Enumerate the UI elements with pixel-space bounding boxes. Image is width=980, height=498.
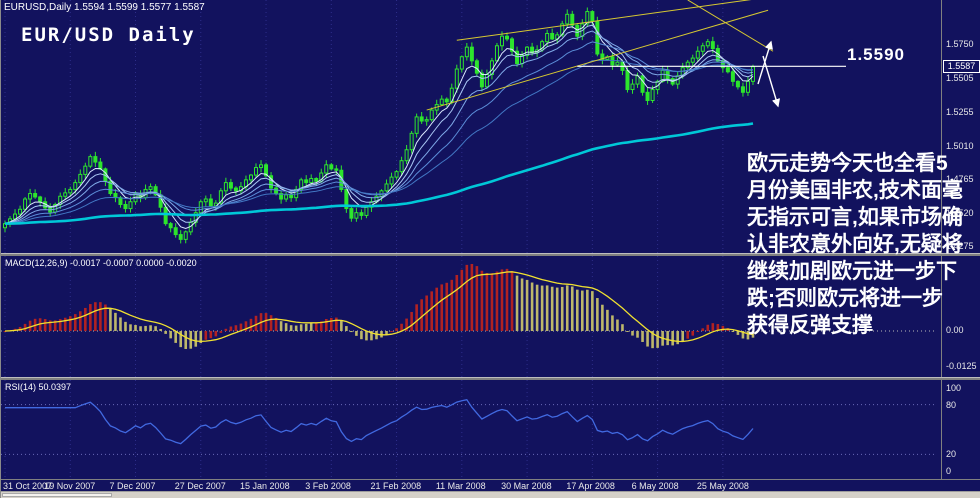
macd-panel[interactable]: MACD(12,26,9) -0.0017 -0.0007 0.0000 -0.…: [1, 256, 941, 377]
panel-separator[interactable]: [1, 253, 980, 256]
ema-ribbon-line: [4, 30, 754, 225]
symbol-quote-line: EURUSD,Daily 1.5594 1.5599 1.5577 1.5587: [4, 2, 205, 13]
trendline[interactable]: [426, 9, 769, 111]
slow-ma-line: [5, 122, 754, 225]
rsi-line: [5, 398, 754, 445]
price-scale-label: 1.4520: [946, 207, 974, 218]
horizontal-scrollbar[interactable]: [1, 491, 980, 498]
time-axis-label: 19 Nov 2007: [44, 481, 96, 491]
time-axis-label: 31 Oct 2007: [3, 481, 53, 491]
time-axis-label: 25 May 2008: [696, 481, 749, 491]
price-scale[interactable]: 1.5750 1.5505 1.5255 1.5010 1.4765 1.4520 1.42…: [941, 0, 980, 491]
rsi-scale-label: 80: [946, 399, 957, 410]
macd-histogram: [3, 264, 755, 349]
time-axis-label: 17 Apr 2008: [566, 481, 615, 491]
panel-separator[interactable]: [1, 377, 980, 380]
macd-indicator-label: MACD(12,26,9) -0.0017 -0.0007 0.0000 -0.…: [5, 258, 197, 268]
macd-signal-line: [4, 271, 754, 343]
time-axis-label: 11 Mar 2008: [435, 481, 486, 491]
macd-canvas[interactable]: [1, 256, 941, 377]
price-scale-label: 1.5010: [946, 140, 974, 151]
price-scale-label: 1.5750: [946, 39, 974, 50]
rsi-indicator-label: RSI(14) 50.0397: [5, 382, 72, 392]
time-axis-label: 6 May 2008: [631, 481, 679, 491]
candles: [3, 7, 755, 244]
trendline[interactable]: [687, 0, 774, 52]
down-arrow-icon[interactable]: [762, 55, 781, 108]
hline-price-label: 1.5590: [847, 45, 905, 64]
current-price-tag: 1.5587: [943, 59, 980, 73]
time-axis-label: 7 Dec 2007: [109, 481, 156, 491]
macd-scale-label: -0.0125: [946, 361, 977, 372]
rsi-scale-label: 0: [946, 466, 952, 476]
time-axis-label: 27 Dec 2007: [174, 481, 226, 491]
time-axis[interactable]: 31 Oct 2007 19 Nov 2007 7 Dec 2007 27 Dec 2…: [1, 479, 980, 491]
ema-ribbon-line: [4, 59, 754, 225]
scrollbar-thumb[interactable]: [2, 493, 112, 497]
rsi-scale-label: 100: [946, 383, 962, 393]
analysis-note: 欧元走势今天也全看5月份美国非农,技术面毫无指示可言,如果市场确认非农意外向好,…: [747, 152, 963, 337]
time-axis-label: 30 Mar 2008: [501, 481, 552, 491]
trendline[interactable]: [456, 0, 763, 41]
rsi-panel[interactable]: RSI(14) 50.0397: [1, 380, 941, 479]
price-scale-label: 1.5255: [946, 107, 974, 118]
rsi-scale-label: 20: [946, 449, 957, 460]
time-axis-label: 3 Feb 2008: [305, 481, 351, 491]
price-scale-label: 1.4275: [946, 241, 974, 252]
chart-watermark: EUR/USD Daily: [21, 24, 196, 46]
price-scale-label: 1.4765: [946, 174, 974, 185]
price-scale-label: 1.5505: [946, 72, 974, 83]
rsi-canvas[interactable]: [1, 380, 941, 479]
time-axis-label: 15 Jan 2008: [240, 481, 290, 491]
main-chart-panel[interactable]: EURUSD,Daily 1.5594 1.5599 1.5577 1.5587…: [1, 0, 941, 253]
ema-ribbon-line: [4, 41, 754, 225]
macd-scale-label: 0.00: [946, 325, 964, 335]
price-chart-canvas[interactable]: [1, 0, 941, 253]
time-axis-label: 21 Feb 2008: [370, 481, 422, 491]
